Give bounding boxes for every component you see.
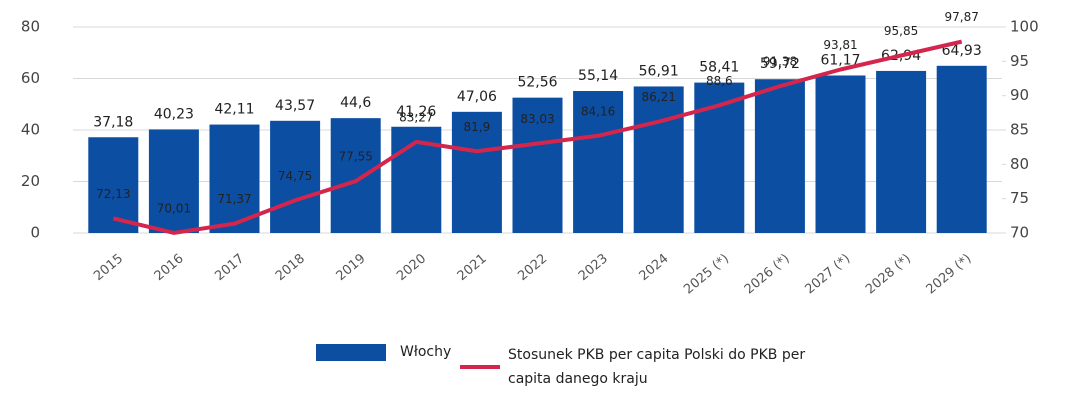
x-tick-label: 2029 (*) xyxy=(924,251,975,297)
x-tick-label: 2016 xyxy=(152,251,187,284)
line-value-label: 93,81 xyxy=(823,38,857,52)
y2-tick-label: 100 xyxy=(1010,18,1039,36)
bar-value-label: 59,72 xyxy=(760,56,800,72)
line-value-label: 83,27 xyxy=(399,110,433,124)
bar-value-label: 52,56 xyxy=(517,75,557,91)
line-value-label: 86,21 xyxy=(642,90,676,104)
line-value-label: 74,75 xyxy=(278,169,312,183)
line-value-label: 97,87 xyxy=(945,10,979,24)
y-tick-label: 20 xyxy=(21,172,40,190)
bar xyxy=(573,91,624,234)
bar-value-label: 44,6 xyxy=(340,95,371,111)
bar-value-label: 64,93 xyxy=(942,43,982,59)
line-value-label: 83,03 xyxy=(520,112,554,126)
y2-tick-label: 80 xyxy=(1010,155,1029,173)
bar-value-label: 43,57 xyxy=(275,98,315,114)
bar-value-label: 61,17 xyxy=(820,52,860,68)
bar xyxy=(148,129,199,233)
bar xyxy=(512,97,563,234)
bar xyxy=(876,70,927,233)
bar xyxy=(633,86,684,233)
bar xyxy=(936,65,987,233)
y2-tick-label: 85 xyxy=(1010,121,1029,139)
x-tick-label: 2020 xyxy=(394,251,429,284)
bar xyxy=(270,120,321,233)
line-value-label: 88,6 xyxy=(706,74,733,88)
legend-swatch xyxy=(316,343,386,361)
bar xyxy=(88,137,139,233)
line-value-label: 70,01 xyxy=(157,201,191,215)
bar-value-label: 47,06 xyxy=(457,89,497,105)
y2-tick-label: 90 xyxy=(1010,86,1029,104)
bar xyxy=(330,118,381,233)
line-value-label: 91,38 xyxy=(763,55,797,69)
bar-value-label: 55,14 xyxy=(578,68,618,84)
bar-value-label: 42,11 xyxy=(214,102,254,118)
bar xyxy=(754,79,805,233)
x-tick-label: 2026 (*) xyxy=(742,251,793,297)
x-tick-label: 2015 xyxy=(91,251,126,284)
line xyxy=(112,39,963,235)
x-tick-label: 2027 (*) xyxy=(802,251,853,297)
bar-value-label: 56,91 xyxy=(639,63,679,79)
x-tick-label: 2028 (*) xyxy=(863,251,914,297)
x-tick-label: 2019 xyxy=(334,251,369,284)
legend-swatch xyxy=(460,365,500,369)
x-tick-label: 2025 (*) xyxy=(681,251,732,297)
bar-value-label: 40,23 xyxy=(154,106,194,122)
y2-tick-label: 75 xyxy=(1010,189,1029,207)
line-value-label: 77,55 xyxy=(339,150,373,164)
legend-item: Stosunek PKB per capita Polski do PKB pe… xyxy=(460,343,808,391)
x-tick-label: 2017 xyxy=(212,251,247,284)
x-tick-label: 2018 xyxy=(273,251,308,284)
bar xyxy=(815,75,866,234)
x-tick-label: 2024 xyxy=(637,251,672,284)
y-tick-label: 0 xyxy=(30,224,40,242)
y-tick-label: 80 xyxy=(21,18,40,36)
bar-value-label: 58,41 xyxy=(699,60,739,76)
bar-value-label: 37,18 xyxy=(93,114,133,130)
line-value-label: 81,9 xyxy=(464,120,491,134)
legend-label: Włochy xyxy=(400,344,452,360)
line-value-label: 95,85 xyxy=(884,24,918,38)
y-tick-label: 60 xyxy=(21,69,40,87)
x-tick-label: 2022 xyxy=(515,251,550,284)
y-tick-label: 40 xyxy=(21,121,40,139)
legend-item: Włochy xyxy=(316,340,451,364)
line-value-label: 84,16 xyxy=(581,104,615,118)
y2-tick-label: 70 xyxy=(1010,224,1029,242)
line-value-label: 72,13 xyxy=(96,187,130,201)
bar xyxy=(451,111,502,233)
line-value-label: 71,37 xyxy=(217,192,251,206)
x-tick-label: 2021 xyxy=(455,251,490,284)
legend: Włochy xyxy=(316,340,451,364)
x-tick-label: 2023 xyxy=(576,251,611,284)
legend-label: Stosunek PKB per capita Polski do PKB pe… xyxy=(508,347,806,387)
bar xyxy=(694,82,745,233)
bar xyxy=(209,124,260,233)
y2-tick-label: 95 xyxy=(1010,52,1029,70)
bar-value-label: 41,26 xyxy=(396,104,436,120)
